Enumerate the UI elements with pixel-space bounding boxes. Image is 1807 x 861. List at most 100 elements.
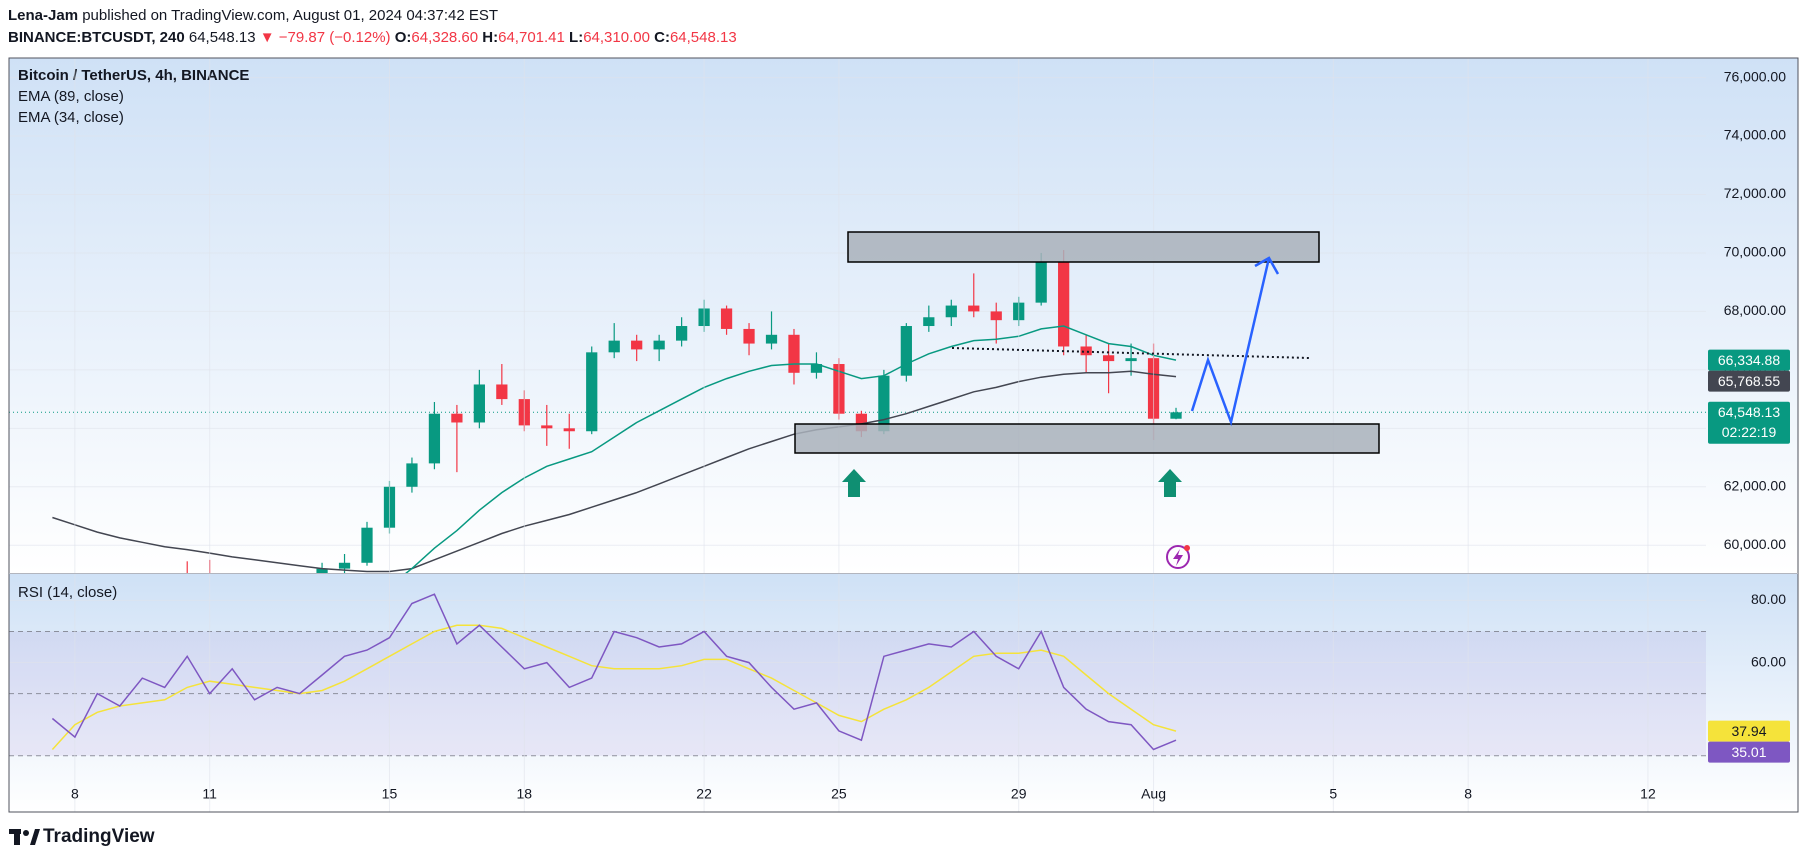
candle-body (720, 308, 733, 329)
plot (51, 593, 1177, 751)
series-line (405, 325, 1177, 573)
y-tick-label: 60.00 (1751, 653, 1786, 669)
x-tick-label: 18 (517, 786, 533, 802)
alert-icon-bolt (1173, 549, 1183, 566)
chart-title: RSI (14, close) (18, 584, 117, 601)
up-arrow (842, 469, 866, 497)
price-tag-label: 66,334.88 (1718, 352, 1780, 368)
price-tag-label: 37.94 (1731, 723, 1766, 739)
candle-body (338, 562, 351, 569)
y-tick-label: 76,000.00 (1724, 68, 1786, 84)
x-tick-label: 11 (202, 786, 217, 802)
publisher: Lena-Jam (8, 7, 78, 24)
candle-body (451, 413, 463, 423)
candle-body (855, 413, 868, 432)
candle-body (473, 384, 485, 423)
price: 64,548.13 (189, 29, 256, 46)
candle-body (1170, 412, 1182, 419)
candle-body (496, 384, 508, 400)
change: ▼ −79.87 (−0.12%) (260, 29, 391, 46)
symbol: BINANCE:BTCUSDT, 240 (8, 29, 185, 46)
y-tick-label: 74,000.00 (1724, 127, 1786, 143)
candle-body (631, 340, 643, 350)
candle-body (788, 334, 800, 373)
logo-part (14, 829, 20, 845)
candle-body (563, 428, 575, 432)
countdown: 02:22:19 (1722, 424, 1777, 440)
y-tick-label: 80.00 (1751, 591, 1786, 607)
y-tick-label: 72,000.00 (1724, 185, 1786, 201)
y-tick-label: 62,000.00 (1724, 477, 1786, 493)
candle-body (1035, 261, 1047, 303)
y-tick-label: 60,000.00 (1724, 536, 1786, 552)
candle-body (923, 317, 935, 327)
candle-body (316, 568, 328, 573)
x-tick-label: 8 (1464, 786, 1472, 802)
candle-body (968, 305, 980, 312)
candle-body (765, 334, 778, 344)
brand: TradingView (43, 826, 155, 847)
chart-title: Bitcoin / TetherUS, 4h, BINANCE (18, 67, 249, 84)
candle-body (653, 340, 665, 350)
candle-body (1102, 355, 1115, 362)
projection-path (1190, 257, 1271, 427)
legend-entry: EMA (89, close) (18, 88, 124, 105)
candle-body (1125, 358, 1137, 362)
projection-arrowhead (1254, 256, 1280, 275)
candle-body (990, 311, 1002, 321)
candle-body (810, 364, 823, 373)
price-tag (1708, 349, 1790, 371)
legend-entry: EMA (34, close) (18, 109, 124, 126)
x-tick-label: 25 (831, 786, 847, 802)
series-line (52, 370, 1177, 573)
x-tick-label: 22 (696, 786, 712, 802)
ohlc-label: H: (482, 29, 498, 46)
y-tick-label: 70,000.00 (1724, 244, 1786, 260)
candle-body (361, 527, 373, 563)
brand-logo (9, 829, 40, 845)
logo-part (23, 830, 29, 836)
frame (8, 57, 1799, 813)
series-line (51, 593, 1177, 751)
price-tag-label: 64,548.13 (1718, 404, 1780, 420)
price-tag (1708, 370, 1790, 392)
symbol-line: BINANCE:BTCUSDT, 240 64,548.13 ▼ −79.87 … (8, 29, 737, 46)
alert-dot (1184, 545, 1190, 551)
candle-body (676, 326, 688, 341)
price-tag-label: 35.01 (1731, 744, 1766, 760)
candle-body (608, 340, 620, 353)
ohlc-value: 64,548.13 (670, 29, 737, 46)
resistance-zone (847, 231, 1320, 263)
price-tag-label: 65,768.55 (1718, 373, 1780, 389)
price-tag (1708, 720, 1790, 742)
candle-body (428, 413, 441, 464)
logo-part (30, 829, 40, 845)
price-pane (9, 58, 1798, 573)
candle-body (541, 425, 553, 429)
series-line (51, 624, 1177, 751)
ohlc-value: 64,328.60 (411, 29, 478, 46)
ohlc-value: 64,310.00 (583, 29, 650, 46)
publish-line: Lena-Jam published on TradingView.com, A… (8, 7, 498, 24)
drawings (794, 231, 1380, 569)
price-tag (1708, 401, 1790, 444)
candle-body (900, 326, 912, 376)
candle-body (1058, 261, 1070, 347)
ohlc-label: C: (654, 29, 670, 46)
alert-icon (1166, 545, 1190, 569)
published: published on TradingView.com, August 01,… (82, 7, 498, 24)
support-zone (794, 423, 1380, 454)
x-tick-label: 12 (1640, 786, 1656, 802)
y-tick-label: 68,000.00 (1724, 302, 1786, 318)
x-tick-label: 29 (1011, 786, 1027, 802)
candle-body (878, 375, 890, 432)
candle-body (1080, 346, 1092, 356)
candle-body (945, 305, 957, 318)
candle-body (406, 463, 418, 487)
chart-layer: 60,000.0062,000.0064,000.0066,000.0068,0… (9, 58, 1790, 812)
price-tag (1708, 741, 1790, 763)
candle-body (743, 328, 755, 344)
ohlc-label: O: (395, 29, 412, 46)
x-tick-label: 15 (382, 786, 398, 802)
x-tick-label: 8 (71, 786, 79, 802)
